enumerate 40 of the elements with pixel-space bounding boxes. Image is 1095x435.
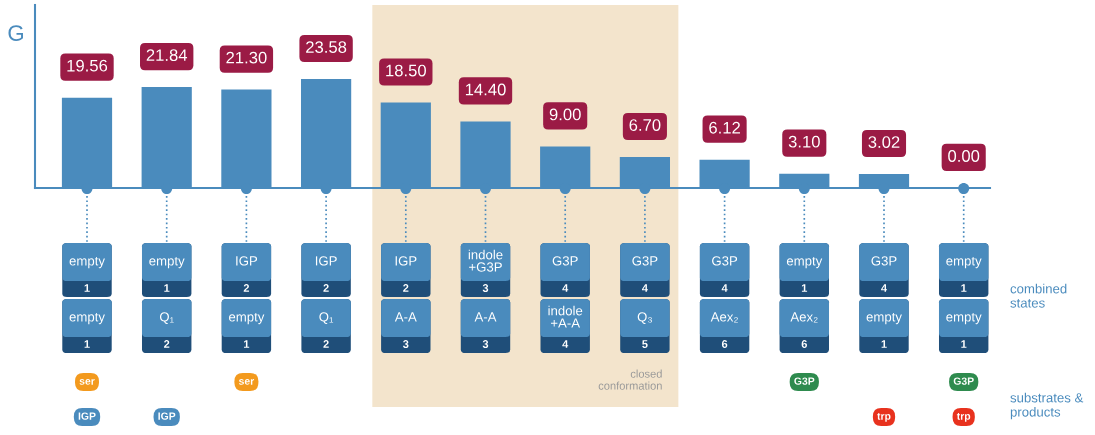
category-label: empty 1 Aex₂ 6 bbox=[786, 256, 823, 348]
data-label: 18.50 bbox=[386, 64, 426, 77]
data-label: 3.10 bbox=[788, 135, 820, 148]
text: ser bbox=[238, 379, 255, 385]
category-label: 2 Q₁ 2 bbox=[319, 284, 334, 348]
text: trp bbox=[956, 412, 971, 422]
category-label: indole +G3P 3 A-A 3 bbox=[468, 249, 503, 348]
y-axis-title: G bbox=[8, 25, 23, 41]
data-label: 0.00 bbox=[948, 150, 980, 162]
text: G3P bbox=[632, 256, 658, 266]
data-label: 23.58 bbox=[306, 41, 347, 53]
text: IGP bbox=[158, 412, 176, 420]
data-label: 9.00 bbox=[549, 108, 581, 121]
category-label: empty 1 Q₁ 2 bbox=[149, 256, 185, 348]
data-label: 6.12 bbox=[709, 121, 740, 134]
category-label: empty 1 empty 1 bbox=[946, 256, 982, 348]
data-label: 21.84 bbox=[146, 49, 188, 62]
category-label: 2 empty 1 bbox=[229, 284, 265, 348]
band-label: closed conformation bbox=[598, 369, 662, 390]
text: substrates & products bbox=[1010, 392, 1084, 420]
text: combined states bbox=[1010, 283, 1067, 308]
data-label: 19.56 bbox=[67, 59, 108, 72]
category-label: 4 indole +A-A 4 bbox=[548, 284, 583, 348]
text: IGP bbox=[315, 256, 337, 266]
text: IGP bbox=[78, 412, 96, 420]
category-label: G3P 4 empty 1 bbox=[866, 256, 902, 348]
category-label: IGP 2 A-A 3 bbox=[394, 256, 417, 348]
text: IGP bbox=[236, 256, 258, 266]
text: G3P bbox=[953, 377, 974, 385]
category-label: G3P 4 Aex₂ 6 bbox=[710, 256, 738, 348]
text: ser bbox=[79, 379, 95, 385]
data-label: 21.30 bbox=[226, 51, 267, 64]
category-label: 4 Q₃ 5 bbox=[637, 284, 652, 348]
data-label: 14.40 bbox=[465, 83, 506, 96]
text: trp bbox=[877, 412, 891, 422]
data-label: 3.02 bbox=[868, 136, 900, 148]
text: G3P bbox=[794, 377, 815, 385]
category-label: empty 1 empty 1 bbox=[69, 256, 105, 348]
data-label: 6.70 bbox=[629, 119, 661, 131]
text: G3P bbox=[552, 256, 578, 266]
